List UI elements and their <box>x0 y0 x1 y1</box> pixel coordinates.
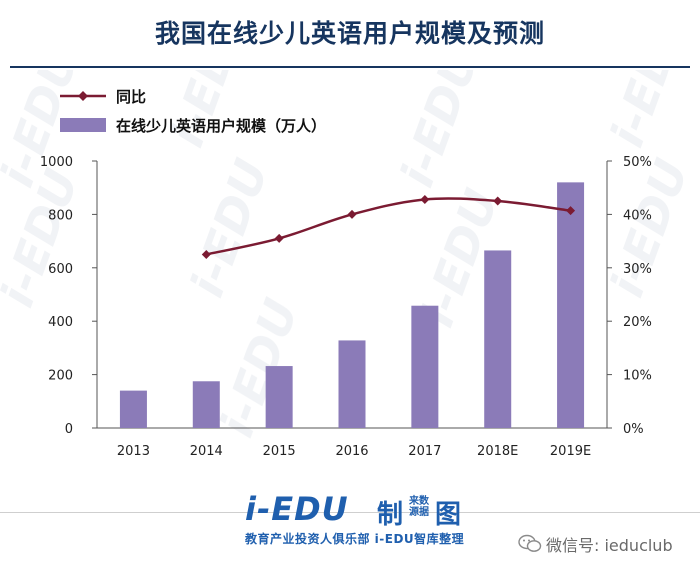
legend-label-bar: 在线少儿英语用户规模（万人） <box>116 117 326 135</box>
watermark-text: i-EDU <box>160 70 259 154</box>
bar <box>484 250 512 428</box>
axes: 0 200 400 600 800 1000 0% 10% 20% 30% 40% 50% 2013 20… <box>40 155 652 459</box>
watermark-text: i-EDU <box>600 70 699 154</box>
line-marker <box>493 196 503 206</box>
left-tick-label: 600 <box>48 262 73 277</box>
chart-title: 我国在线少儿英语用户规模及预测 <box>154 19 545 48</box>
x-tick-label: 2018E <box>477 444 518 459</box>
bar <box>557 182 585 428</box>
logo-main-text: i-EDU <box>245 490 349 528</box>
left-tick-label: 400 <box>48 315 73 330</box>
wechat-icon <box>518 534 542 552</box>
x-tick-label: 2014 <box>190 444 223 459</box>
logo-subtitle: 教育产业投资人俱乐部 i-EDU智库整理 <box>245 532 465 546</box>
legend-marker-swatch <box>78 91 88 101</box>
right-tick-label: 30% <box>623 262 652 277</box>
watermark-text: i-EDU <box>600 152 699 304</box>
right-tick-label: 0% <box>623 422 644 437</box>
x-tick-label: 2013 <box>117 444 150 459</box>
bar <box>411 305 439 428</box>
logo-zhi-text: 制 <box>377 500 404 530</box>
bar <box>265 366 293 428</box>
footer-divider <box>0 512 700 513</box>
line-marker <box>274 233 284 243</box>
bar-series <box>119 182 585 428</box>
right-tick-label: 40% <box>623 208 652 223</box>
line-marker <box>420 194 430 204</box>
legend-label-line: 同比 <box>116 88 146 106</box>
watermark-text: i-EDU <box>210 292 309 444</box>
right-tick-label: 50% <box>623 155 652 170</box>
x-tick-label: 2016 <box>335 444 368 459</box>
logo-tu-text: 图 <box>435 500 462 530</box>
legend-bar-swatch <box>60 118 106 132</box>
line-marker <box>201 249 211 259</box>
x-tick-label: 2017 <box>408 444 441 459</box>
left-tick-label: 1000 <box>40 155 73 170</box>
title-divider <box>10 66 690 68</box>
bar <box>338 340 366 428</box>
right-tick-label: 10% <box>623 369 652 384</box>
x-tick-label: 2015 <box>263 444 296 459</box>
x-tick-label: 2019E <box>550 444 591 459</box>
watermark-text: i-EDU <box>180 152 279 304</box>
line-path <box>206 197 571 256</box>
bar <box>119 390 147 428</box>
left-tick-label: 0 <box>65 422 73 437</box>
bar <box>192 381 220 428</box>
line-marker <box>566 206 576 216</box>
right-tick-label: 20% <box>623 315 652 330</box>
line-marker <box>347 209 357 219</box>
line-series <box>201 194 576 259</box>
logo-source-text: 来数源据 <box>409 496 429 518</box>
left-tick-label: 200 <box>48 369 73 384</box>
i-edu-logo: i-EDU 制 来数源据 图 教育产业投资人俱乐部 i-EDU智库整理 <box>245 490 485 552</box>
wechat-id: 微信号: ieduclub <box>546 536 673 555</box>
left-tick-label: 800 <box>48 208 73 223</box>
watermark-text: i-EDU <box>390 70 489 194</box>
